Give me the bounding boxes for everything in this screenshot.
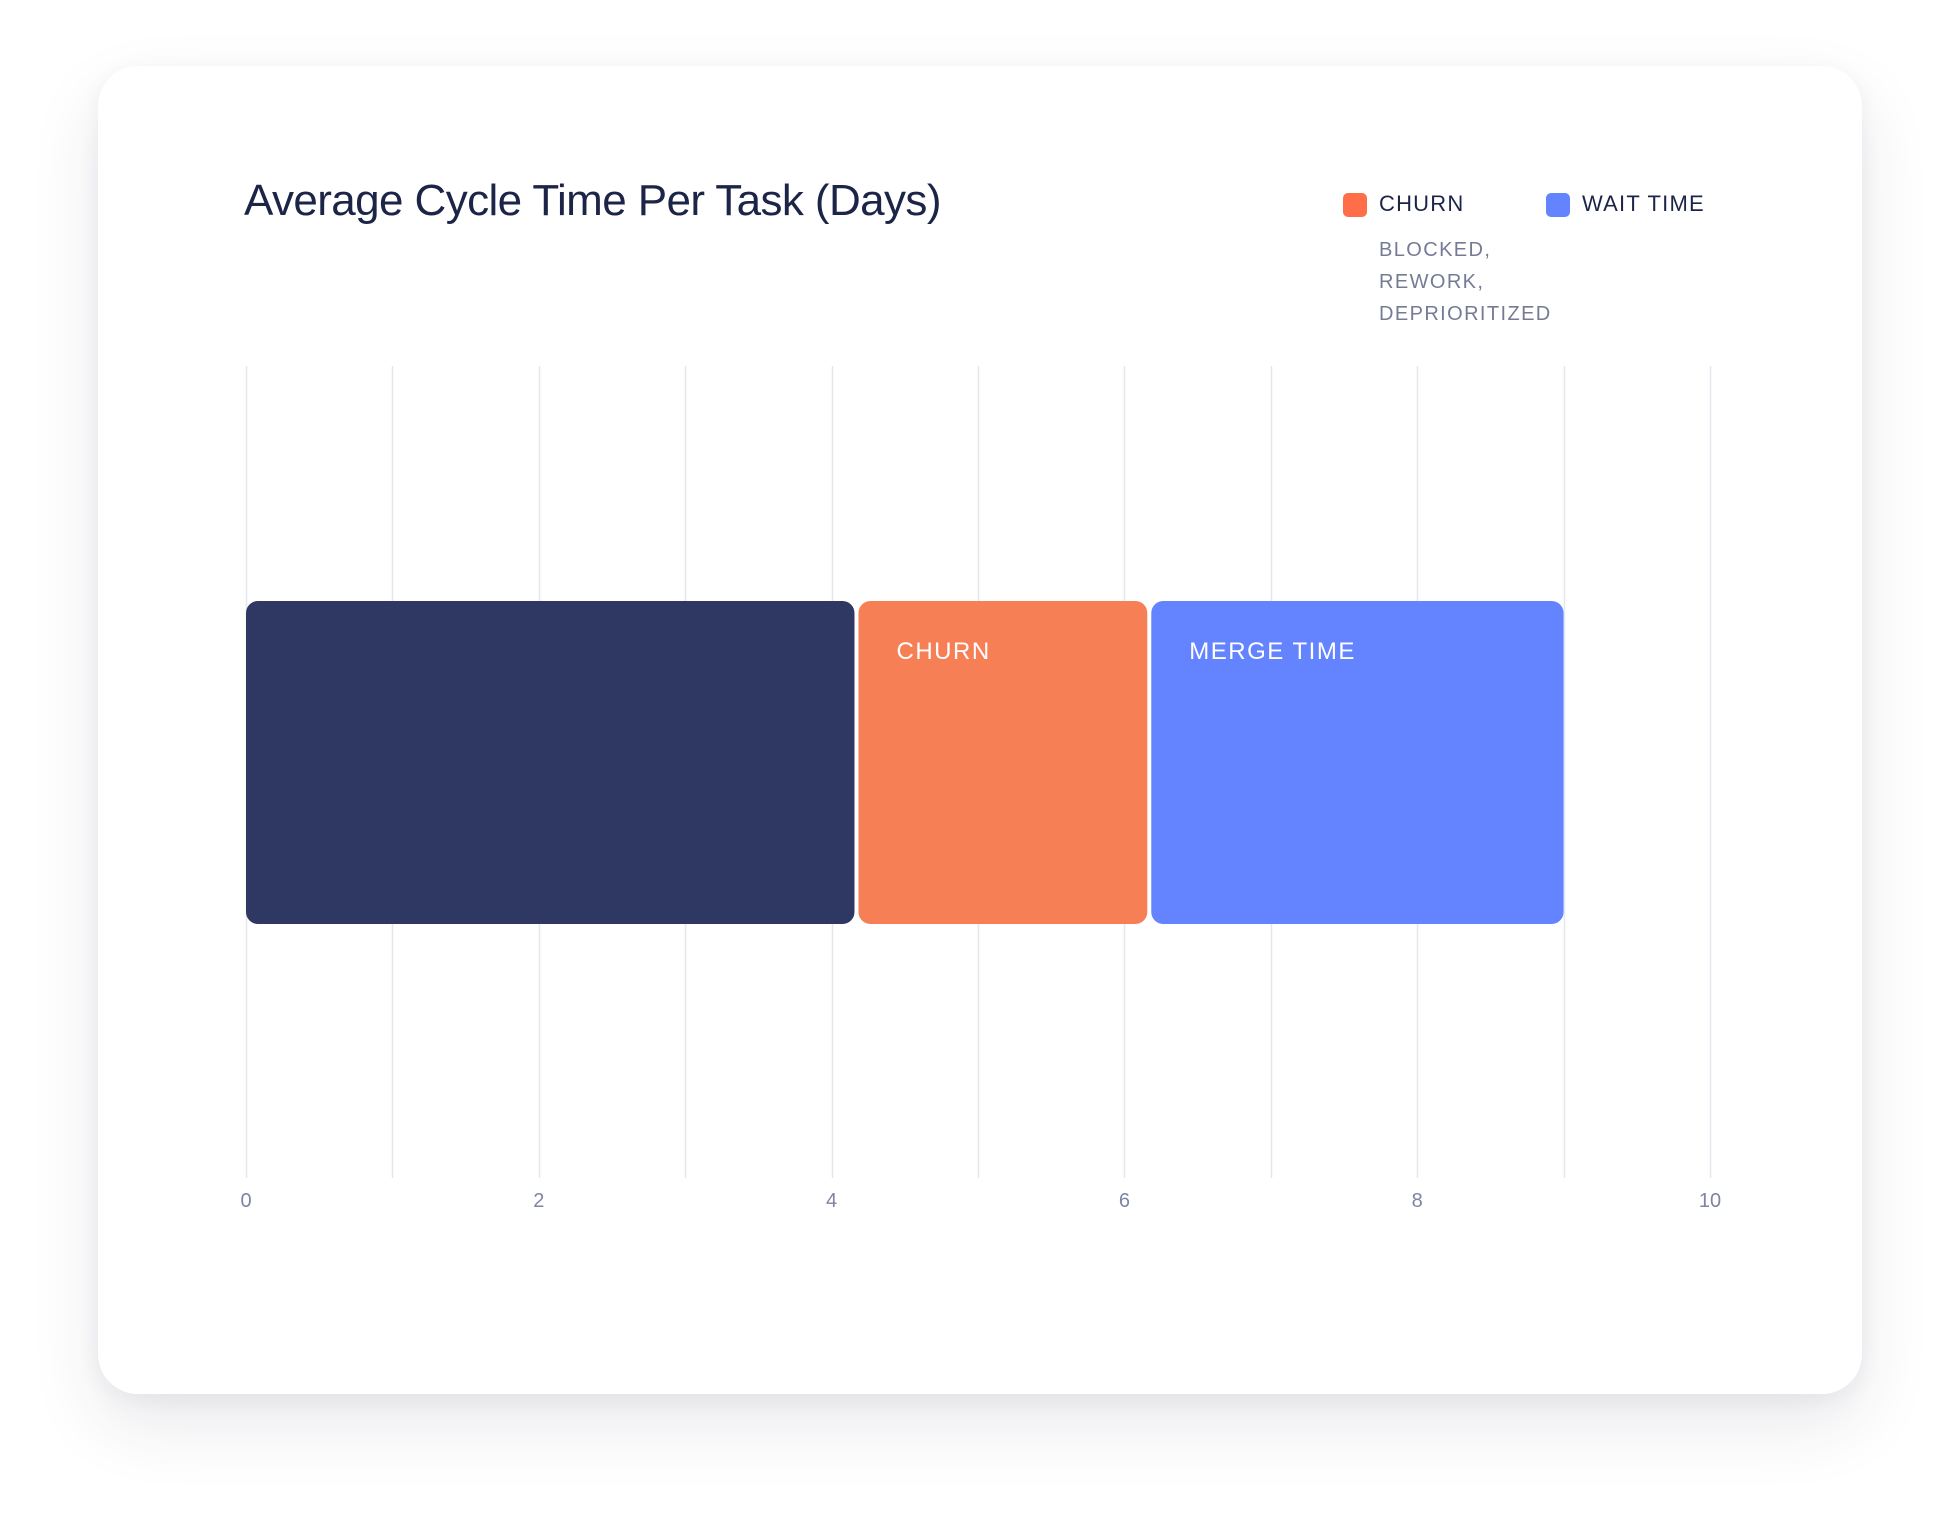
legend-swatch-wait-time — [1546, 193, 1570, 217]
x-tick-label: 8 — [1412, 1190, 1423, 1212]
bar-segment — [858, 601, 1148, 924]
chart-title: Average Cycle Time Per Task (Days) — [244, 176, 941, 225]
legend-label-wait-time: WAIT TIME — [1582, 191, 1705, 216]
legend-churn-sub-line: BLOCKED, — [1379, 239, 1492, 261]
legend-swatch-churn — [1343, 193, 1367, 217]
stacked-bar: CHURN MERGE TIME — [246, 601, 1564, 924]
x-tick-label: 2 — [533, 1190, 544, 1212]
legend-churn-description: BLOCKED, REWORK, DEPRIORITIZED — [1379, 234, 1579, 330]
x-tick-label: 4 — [826, 1190, 837, 1212]
bar-segment — [1151, 601, 1564, 924]
legend-churn-sub-line: DEPRIORITIZED — [1379, 303, 1552, 325]
legend-label-churn: CHURN — [1379, 191, 1465, 216]
bar-segment-label: CHURN — [896, 638, 990, 665]
bar-segment — [246, 601, 855, 924]
x-tick-label: 0 — [240, 1190, 251, 1212]
x-tick-label: 6 — [1119, 1190, 1130, 1212]
bar-segment-label: MERGE TIME — [1189, 638, 1356, 665]
x-axis-ticks: 0 2 4 6 8 10 — [240, 1190, 1721, 1212]
legend-churn-sub-line: REWORK, — [1379, 271, 1485, 293]
x-tick-label: 10 — [1699, 1190, 1721, 1212]
